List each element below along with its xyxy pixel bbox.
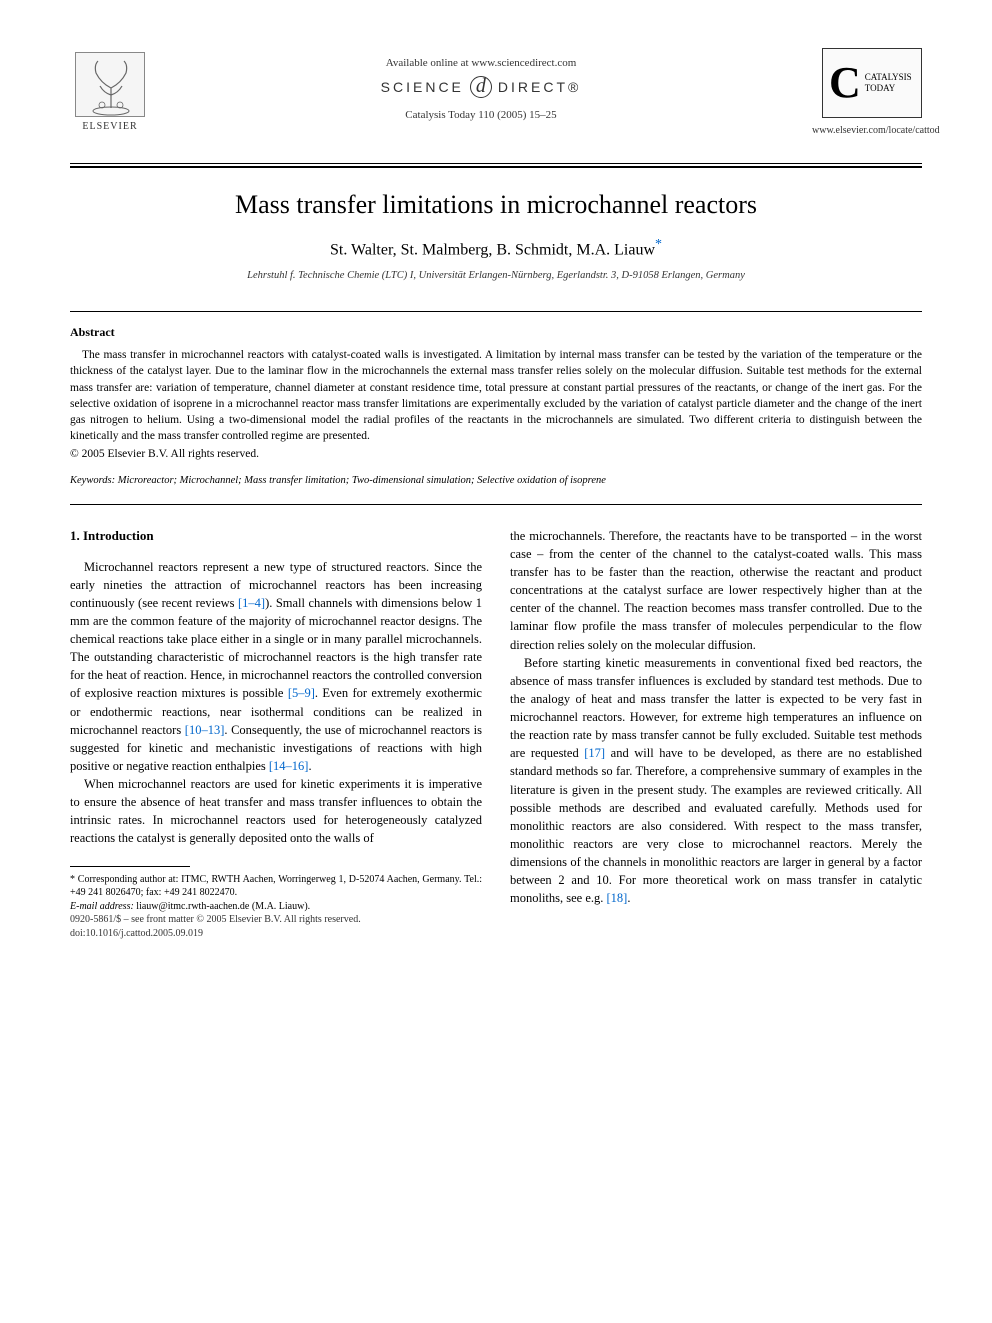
body-columns: 1. Introduction Microchannel reactors re… [70, 527, 922, 913]
locate-url: www.elsevier.com/locate/cattod [812, 124, 922, 139]
footnote-email: liauw@itmc.rwth-aachen.de (M.A. Liauw). [134, 901, 310, 912]
authors-names: St. Walter, St. Malmberg, B. Schmidt, M.… [330, 242, 655, 259]
right-column: the microchannels. Therefore, the reacta… [510, 527, 922, 913]
available-online-text: Available online at www.sciencedirect.co… [150, 56, 812, 72]
abstract-rule-top [70, 311, 922, 312]
footer-doi: doi:10.1016/j.cattod.2005.09.019 [70, 927, 922, 941]
paper-title: Mass transfer limitations in microchanne… [70, 186, 922, 224]
sciencedirect-logo: SCIENCE d DIRECT® [150, 76, 812, 98]
keywords-text: Microreactor; Microchannel; Mass transfe… [115, 475, 606, 486]
section-1-heading: 1. Introduction [70, 527, 482, 546]
footnote-email-line: E-mail address: liauw@itmc.rwth-aachen.d… [70, 900, 482, 914]
abstract-copyright: © 2005 Elsevier B.V. All rights reserved… [70, 446, 922, 463]
intro-para-4: Before starting kinetic measurements in … [510, 654, 922, 908]
footnote-block: * Corresponding author at: ITMC, RWTH Aa… [70, 873, 482, 914]
affiliation: Lehrstuhl f. Technische Chemie (LTC) I, … [70, 268, 922, 283]
center-header: Available online at www.sciencedirect.co… [150, 48, 812, 124]
journal-logo-block: C CATALYSIS TODAY www.elsevier.com/locat… [812, 48, 922, 139]
keywords-line: Keywords: Microreactor; Microchannel; Ma… [70, 473, 922, 488]
sciencedirect-d-icon: d [470, 76, 492, 98]
journal-reference: Catalysis Today 110 (2005) 15–25 [150, 108, 812, 124]
journal-cover-name: CATALYSIS TODAY [865, 72, 912, 94]
sciencedirect-left: SCIENCE [381, 77, 464, 97]
elsevier-tree-icon [75, 52, 145, 117]
header: ELSEVIER Available online at www.science… [70, 48, 922, 139]
elsevier-logo: ELSEVIER [70, 48, 150, 138]
page-footer: 0920-5861/$ – see front matter © 2005 El… [70, 913, 922, 941]
intro-para-2: When microchannel reactors are used for … [70, 775, 482, 848]
left-column: 1. Introduction Microchannel reactors re… [70, 527, 482, 913]
footnote-corresponding: * Corresponding author at: ITMC, RWTH Aa… [70, 873, 482, 900]
keywords-label: Keywords: [70, 475, 115, 486]
header-logos-row: ELSEVIER Available online at www.science… [70, 48, 922, 139]
abstract-rule-bottom [70, 504, 922, 505]
journal-cover-c: C [829, 51, 861, 115]
authors-line: St. Walter, St. Malmberg, B. Schmidt, M.… [70, 235, 922, 262]
elsevier-label: ELSEVIER [82, 120, 137, 135]
ref-link-10-13[interactable]: [10–13] [185, 723, 225, 737]
ref-link-18[interactable]: [18] [607, 891, 628, 905]
journal-cover-icon: C CATALYSIS TODAY [822, 48, 922, 118]
abstract-text: The mass transfer in microchannel reacto… [70, 347, 922, 444]
footnote-separator [70, 866, 190, 867]
paper-page: ELSEVIER Available online at www.science… [0, 0, 992, 981]
ref-link-5-9[interactable]: [5–9] [288, 686, 315, 700]
intro-para-1: Microchannel reactors represent a new ty… [70, 558, 482, 776]
header-rule-thick [70, 166, 922, 168]
intro-para-3: the microchannels. Therefore, the reacta… [510, 527, 922, 654]
sciencedirect-right: DIRECT® [498, 77, 581, 97]
abstract-block: Abstract The mass transfer in microchann… [70, 324, 922, 488]
abstract-heading: Abstract [70, 324, 922, 341]
corresponding-star-icon: * [655, 237, 662, 252]
ref-link-1-4[interactable]: [1–4] [238, 596, 265, 610]
ref-link-17[interactable]: [17] [584, 746, 605, 760]
footnote-email-label: E-mail address: [70, 901, 134, 912]
header-rule-thin [70, 163, 922, 164]
ref-link-14-16[interactable]: [14–16] [269, 759, 309, 773]
footer-issn: 0920-5861/$ – see front matter © 2005 El… [70, 913, 922, 927]
